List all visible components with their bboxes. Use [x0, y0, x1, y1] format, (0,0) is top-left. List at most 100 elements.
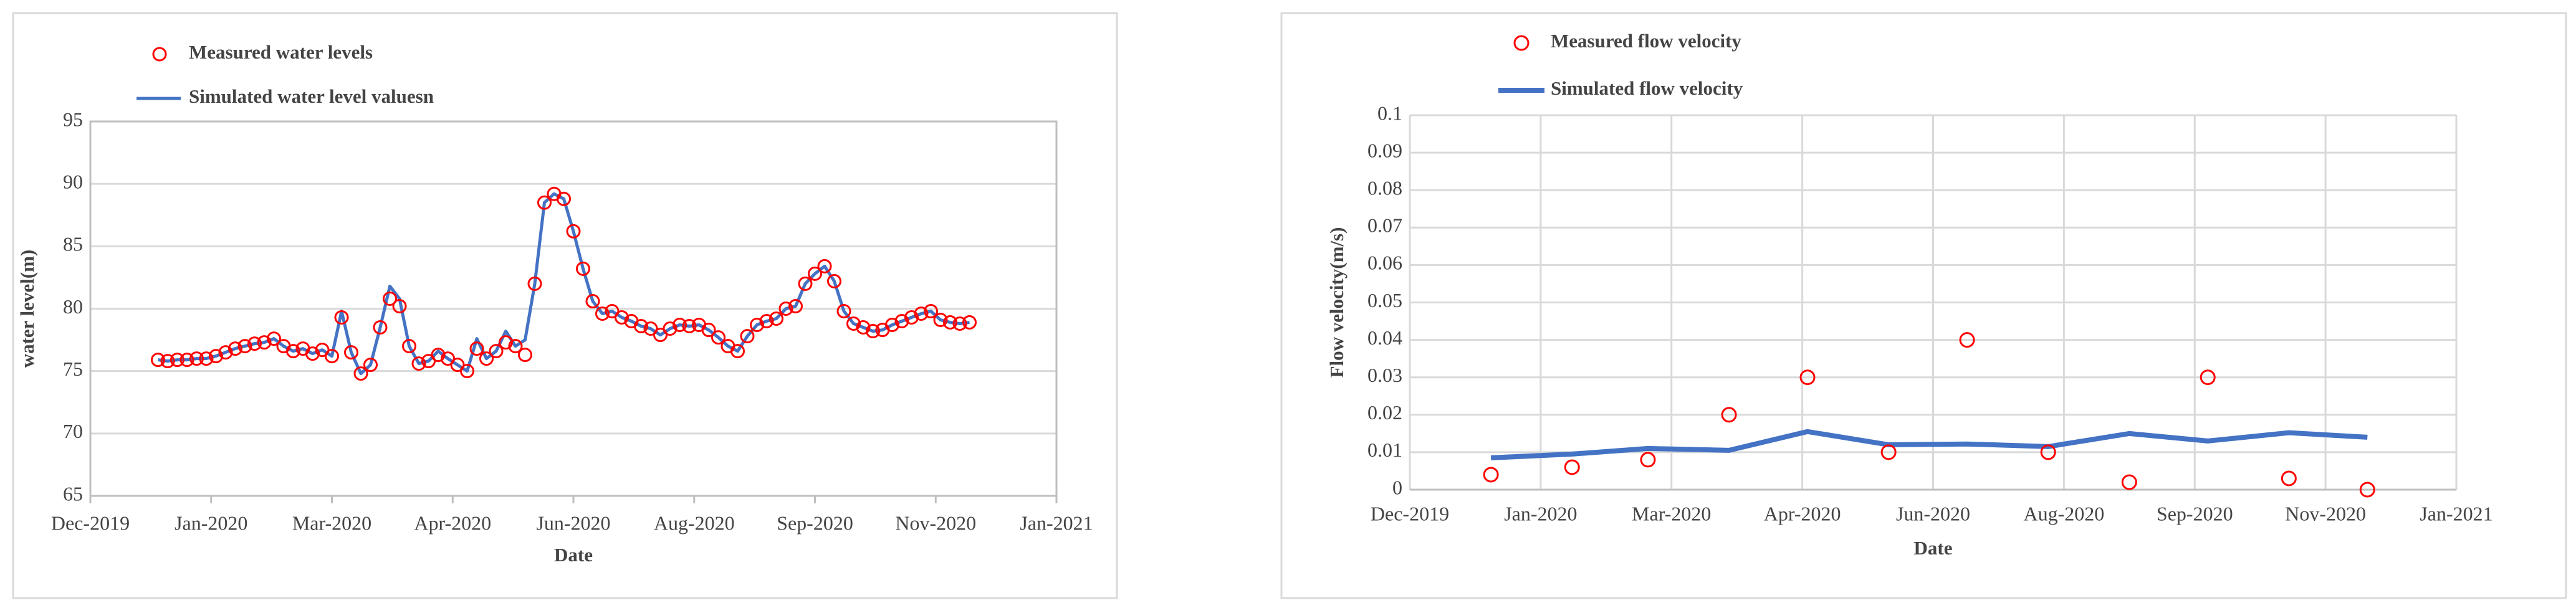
- data-point: [402, 339, 416, 354]
- data-point: [836, 304, 851, 319]
- data-point: [856, 320, 871, 335]
- x-tick-label: Jan-2021: [2420, 502, 2492, 525]
- chart-frame: [12, 12, 1118, 599]
- data-point: [808, 266, 822, 281]
- data-point: [199, 351, 214, 366]
- x-tick-label: Sep-2020: [777, 511, 853, 534]
- data-point: [460, 364, 474, 379]
- data-point: [479, 351, 494, 366]
- data-point: [431, 348, 446, 363]
- y-tick-label: 80: [63, 295, 83, 318]
- x-tick-label: Aug-2020: [654, 511, 735, 534]
- data-point: [363, 358, 378, 373]
- y-tick-label: 0.07: [1367, 214, 1402, 237]
- data-point: [392, 298, 407, 313]
- data-point: [701, 323, 716, 338]
- x-axis-label: Date: [554, 544, 593, 566]
- data-point: [682, 319, 697, 334]
- data-point: [499, 335, 513, 350]
- y-tick-label: 95: [63, 108, 83, 130]
- chart-frame: [1280, 12, 2567, 599]
- data-point: [1721, 407, 1737, 423]
- x-tick-label: Nov-2020: [895, 511, 976, 534]
- y-tick-label: 65: [63, 482, 83, 505]
- plot-frame: [89, 120, 1058, 497]
- data-point: [1564, 459, 1580, 475]
- data-point: [151, 353, 165, 368]
- data-point: [740, 329, 755, 344]
- data-point: [595, 306, 610, 321]
- data-point: [798, 276, 813, 291]
- legend-swatch: [1513, 35, 1530, 51]
- x-tick-label: Aug-2020: [2023, 502, 2104, 525]
- data-point: [334, 310, 349, 325]
- legend-label: Measured water levels: [189, 41, 373, 63]
- y-axis-label: water level(m): [16, 250, 38, 368]
- x-tick-label: Jan-2020: [1504, 502, 1577, 525]
- data-point: [209, 349, 223, 364]
- y-tick-label: 0.01: [1367, 439, 1402, 461]
- y-tick-label: 0.05: [1367, 289, 1402, 311]
- data-point: [962, 315, 977, 330]
- data-point: [305, 346, 320, 361]
- legend-label: Simulated flow velocity: [1551, 77, 1743, 99]
- data-point: [537, 195, 552, 210]
- data-point: [750, 318, 764, 333]
- legend-swatch: [152, 47, 167, 62]
- data-point: [585, 293, 600, 308]
- data-point: [267, 331, 281, 346]
- legend-label: Measured flow velocity: [1551, 30, 1741, 52]
- data-point: [1640, 452, 1656, 468]
- data-point: [228, 341, 242, 356]
- x-tick-label: Jan-2021: [1020, 511, 1093, 534]
- data-point: [247, 336, 262, 351]
- data-point: [383, 291, 397, 306]
- data-point: [353, 366, 368, 381]
- data-point: [518, 348, 532, 363]
- data-point: [557, 191, 571, 206]
- x-tick-label: Jan-2020: [175, 511, 247, 534]
- data-point: [1959, 332, 1975, 348]
- data-point: [673, 318, 687, 333]
- data-point: [237, 339, 252, 354]
- data-point: [817, 259, 832, 273]
- data-point: [566, 224, 581, 239]
- data-point: [160, 354, 175, 369]
- data-point: [711, 330, 725, 345]
- x-tick-label: Sep-2020: [2157, 502, 2233, 525]
- data-point: [2121, 474, 2137, 490]
- series-line: [1490, 429, 2368, 460]
- data-point: [933, 313, 948, 328]
- data-point: [527, 276, 542, 291]
- y-tick-label: 75: [63, 358, 83, 380]
- x-axis-label: Date: [1914, 537, 1953, 559]
- legend-label: Simulated water level valuesn: [189, 85, 434, 107]
- data-point: [2040, 444, 2056, 460]
- data-point: [730, 344, 745, 359]
- data-point: [663, 321, 678, 336]
- data-point: [1799, 369, 1816, 386]
- data-point: [469, 341, 484, 356]
- data-point: [885, 318, 899, 333]
- data-point: [2200, 369, 2216, 386]
- y-tick-label: 0.04: [1367, 326, 1402, 349]
- data-point: [2359, 482, 2375, 498]
- x-tick-label: Dec-2019: [51, 511, 130, 534]
- data-point: [788, 298, 803, 313]
- y-tick-label: 0.06: [1367, 252, 1402, 274]
- data-point: [180, 353, 194, 368]
- x-tick-label: Mar-2020: [1632, 502, 1711, 525]
- series-line: [158, 192, 970, 376]
- data-point: [894, 314, 909, 329]
- x-tick-label: Apr-2020: [1764, 502, 1841, 525]
- x-tick-label: Apr-2020: [414, 511, 491, 534]
- x-tick-label: Mar-2020: [292, 511, 371, 534]
- data-point: [943, 315, 957, 330]
- data-point: [286, 344, 300, 359]
- x-tick-label: Jun-2020: [536, 511, 610, 534]
- data-point: [866, 324, 880, 339]
- data-point: [769, 311, 783, 326]
- data-point: [759, 314, 774, 329]
- data-point: [827, 273, 841, 288]
